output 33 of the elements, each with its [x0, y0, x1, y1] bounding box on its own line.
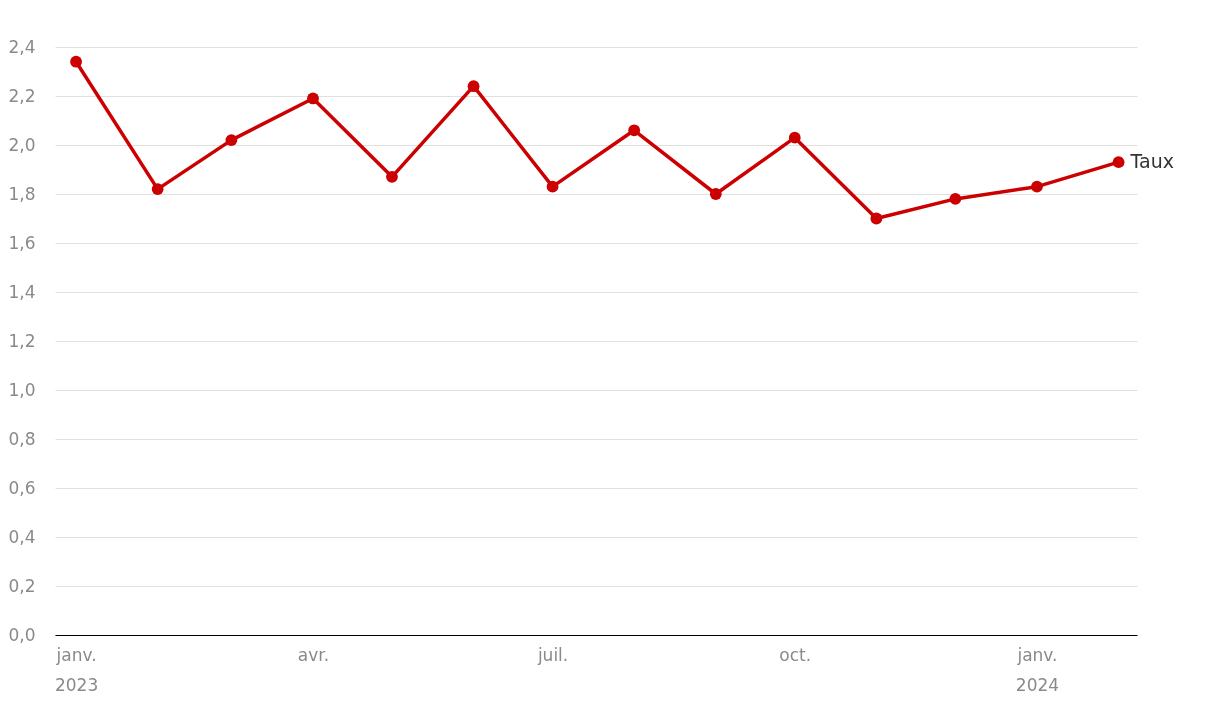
- y-tick-label: 2,0: [8, 134, 36, 155]
- y-tick-label: 1,8: [8, 183, 36, 204]
- y-tick-label: 0,2: [8, 575, 36, 596]
- y-tick-label: 0,0: [8, 624, 36, 645]
- x-tick-label: avr.: [297, 644, 330, 665]
- point: [70, 55, 82, 68]
- series-label: Taux: [1129, 150, 1174, 173]
- point: [870, 212, 883, 225]
- y-tick-label: 1,4: [8, 281, 36, 302]
- point: [1031, 180, 1043, 193]
- y-tick-label: 1,0: [8, 379, 36, 400]
- y-tick-label: 1,2: [8, 330, 36, 351]
- point: [949, 193, 962, 205]
- point: [386, 170, 398, 183]
- point: [709, 188, 722, 200]
- x-tick-label: juil.: [536, 644, 569, 665]
- y-tick-label: 2,4: [8, 36, 36, 57]
- y-tick-label: 0,4: [8, 526, 36, 547]
- x-tick-label: oct.: [779, 644, 812, 665]
- point: [546, 180, 559, 193]
- y-tick-label: 2,2: [8, 85, 36, 106]
- x-tick-label: janv. 2023: [54, 644, 99, 695]
- x-tick-label: janv. 2024: [1015, 644, 1060, 695]
- point: [225, 134, 238, 146]
- point: [1112, 156, 1125, 169]
- point: [151, 183, 164, 195]
- point: [628, 124, 641, 137]
- y-tick-label: 1,6: [8, 232, 36, 253]
- y-tick-label: 0,8: [8, 428, 36, 449]
- point: [788, 131, 801, 144]
- point: [467, 80, 480, 93]
- y-tick-label: 0,6: [8, 477, 36, 498]
- point: [307, 92, 319, 105]
